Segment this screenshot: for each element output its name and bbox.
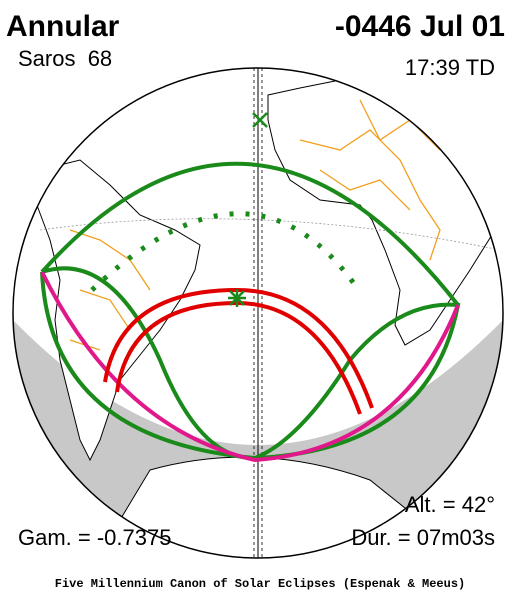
date: -0446 Jul 01 (335, 10, 505, 43)
time: 17:39 TD (405, 55, 495, 80)
penumbra-north-limit (40, 161, 460, 307)
subsolar-point (252, 112, 268, 128)
globe (12, 67, 504, 559)
greatest-eclipse (228, 289, 246, 307)
altitude: Alt. = 42° (405, 492, 495, 517)
duration: Dur. = 07m03s (351, 525, 495, 550)
credit: Five Millennium Canon of Solar Eclipses … (55, 577, 465, 591)
saros: Saros 68 (18, 46, 112, 71)
gamma: Gam. = -0.7375 (18, 525, 171, 550)
penumbra-south-limit (40, 271, 460, 463)
eclipse-type: Annular (6, 10, 120, 43)
